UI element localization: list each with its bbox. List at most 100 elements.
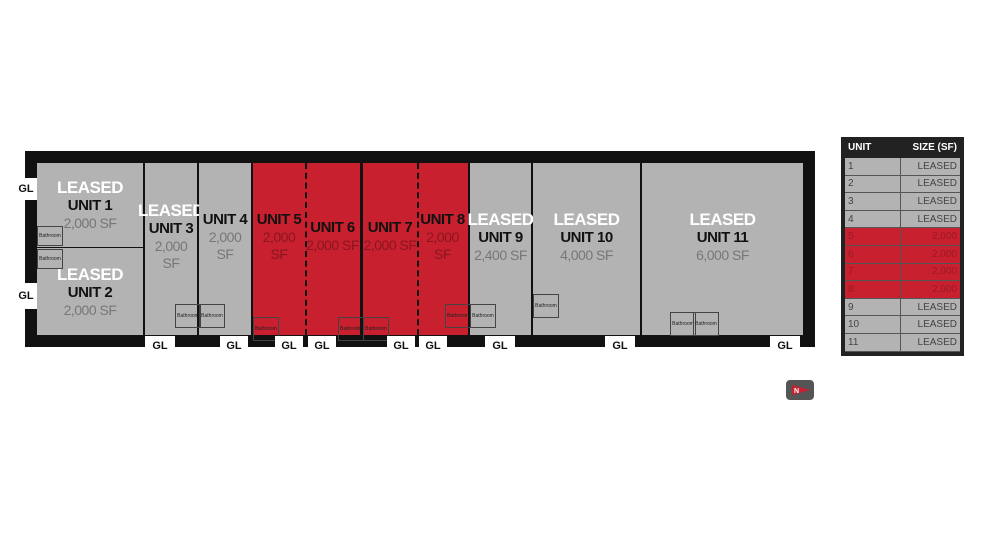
unit-8[interactable]: UNIT 8 2,000 SF <box>417 163 468 335</box>
unit-name-label: UNIT 9 <box>478 228 523 246</box>
table-row: 4 LEASED <box>845 210 960 229</box>
table-header: UNIT SIZE (SF) <box>845 137 960 158</box>
cell-unit: 1 <box>845 158 901 175</box>
unit-name-label: UNIT 4 <box>202 210 248 228</box>
north-arrow-icon: N <box>786 380 814 400</box>
unit-size-label: 6,000 SF <box>696 246 749 263</box>
cell-size: LEASED <box>917 336 957 348</box>
unit-leased-label: LEASED <box>467 209 534 229</box>
cell-unit: 9 <box>845 298 901 316</box>
unit-leased-label: LEASED <box>689 209 756 229</box>
cell-unit: 4 <box>845 210 901 228</box>
unit-name-label: UNIT 6 <box>310 219 355 236</box>
cell-size: LEASED <box>917 213 957 225</box>
bathroom: Bathroom <box>363 317 389 341</box>
unit-name-label: UNIT 2 <box>67 283 113 301</box>
bathroom: Bathroom <box>693 312 719 336</box>
dashed-divider <box>417 163 419 335</box>
unit-name-label: UNIT 11 <box>696 228 749 246</box>
grade-level-door: GL <box>485 336 515 352</box>
cell-size: LEASED <box>917 160 957 172</box>
bathroom: Bathroom <box>253 317 279 341</box>
bathroom: Bathroom <box>445 304 471 328</box>
unit-size-label: 2,400 SF <box>474 246 527 263</box>
cell-size: 2,000 <box>931 283 957 295</box>
bathroom: Bathroom <box>533 294 559 318</box>
grade-level-door: GL <box>275 336 303 352</box>
unit-size-table: UNIT SIZE (SF) 1 LEASED 2 LEASED 3 LEASED 4 LEASE… <box>841 137 964 356</box>
unit-size-label: 2,000 SF <box>208 228 242 262</box>
cell-unit: 11 <box>845 333 901 351</box>
table-row: 7 2,000 <box>845 263 960 282</box>
floor-plan: LEASED UNIT 1 2,000 SF LEASED UNIT 2 2,000 SF… <box>15 151 815 352</box>
unit-leased-label: LEASED <box>57 264 123 284</box>
unit-size-label: 2,000 SF <box>306 237 359 253</box>
unit-leased-label: LEASED <box>553 209 620 229</box>
unit-4[interactable]: UNIT 4 2,000 SF <box>199 163 251 335</box>
cell-unit: 10 <box>845 316 901 333</box>
unit-size-label: 4,000 SF <box>560 246 613 263</box>
table-row: 11 LEASED <box>845 333 960 352</box>
cell-size: LEASED <box>917 178 957 190</box>
unit-size-label: 2,000 SF <box>63 215 117 231</box>
cell-size: 2,000 <box>931 248 957 260</box>
unit-size-label: 2,000 SF <box>426 228 459 262</box>
unit-11[interactable]: LEASED UNIT 11 6,000 SF <box>642 163 803 335</box>
svg-text:N: N <box>794 388 799 395</box>
unit-9[interactable]: LEASED UNIT 9 2,400 SF <box>467 163 534 335</box>
bathroom: Bathroom <box>175 304 201 328</box>
header-size: SIZE (SF) <box>912 142 957 153</box>
grade-level-door: GL <box>15 178 37 200</box>
cell-unit: 5 <box>845 228 901 245</box>
unit-name-label: UNIT 10 <box>560 228 613 246</box>
unit-size-label: 2,000 SF <box>63 301 117 318</box>
cell-unit: 2 <box>845 175 901 193</box>
grade-level-door: GL <box>15 283 37 309</box>
bathroom: Bathroom <box>37 226 63 246</box>
cell-unit: 7 <box>845 263 901 281</box>
dashed-divider <box>305 163 307 335</box>
unit-size-label: 2,000 SF <box>262 228 296 262</box>
table-row: 8 2,000 <box>845 281 960 299</box>
cell-unit: 8 <box>845 281 901 298</box>
grade-level-door: GL <box>387 336 415 352</box>
unit-10[interactable]: LEASED UNIT 10 4,000 SF <box>533 163 640 335</box>
unit-name-label: UNIT 1 <box>67 197 113 214</box>
unit-name-label: UNIT 8 <box>420 210 465 228</box>
table-row: 10 LEASED <box>845 316 960 334</box>
cell-size: LEASED <box>917 301 957 313</box>
grade-level-door: GL <box>770 336 800 352</box>
bathroom: Bathroom <box>37 249 63 269</box>
cell-size: LEASED <box>917 319 957 331</box>
unit-leased-label: LEASED <box>138 201 204 220</box>
cell-unit: 3 <box>845 193 901 210</box>
cell-size: LEASED <box>917 195 957 207</box>
unit-6[interactable]: UNIT 6 2,000 SF <box>305 163 360 335</box>
grade-level-door: GL <box>220 336 248 352</box>
unit-name-label: UNIT 5 <box>256 210 302 228</box>
cell-size: 2,000 <box>931 266 957 278</box>
unit-5[interactable]: UNIT 5 2,000 SF <box>253 163 305 335</box>
unit-2[interactable]: LEASED UNIT 2 2,000 SF <box>37 248 143 335</box>
table-row: 5 2,000 <box>845 228 960 246</box>
table-row: 9 LEASED <box>845 298 960 317</box>
bathroom: Bathroom <box>199 304 225 328</box>
table-row: 6 2,000 <box>845 245 960 264</box>
unit-3[interactable]: LEASED UNIT 3 2,000 SF <box>138 163 204 335</box>
grade-level-door: GL <box>145 336 175 352</box>
unit-size-label: 2,000 SF <box>154 238 188 271</box>
bathroom: Bathroom <box>338 317 364 341</box>
grade-level-door: GL <box>308 336 336 352</box>
unit-size-label: 2,000 SF <box>363 237 417 253</box>
grade-level-door: GL <box>605 336 635 352</box>
table-row: 3 LEASED <box>845 193 960 211</box>
grade-level-door: GL <box>419 336 447 352</box>
unit-name-label: UNIT 7 <box>367 219 413 236</box>
unit-7[interactable]: UNIT 7 2,000 SF <box>363 163 417 335</box>
unit-leased-label: LEASED <box>57 178 123 197</box>
cell-size: 2,000 <box>931 231 957 243</box>
unit-name-label: UNIT 3 <box>148 220 194 237</box>
unit-1[interactable]: LEASED UNIT 1 2,000 SF <box>37 163 143 247</box>
bathroom: Bathroom <box>470 304 496 328</box>
cell-unit: 6 <box>845 245 901 263</box>
